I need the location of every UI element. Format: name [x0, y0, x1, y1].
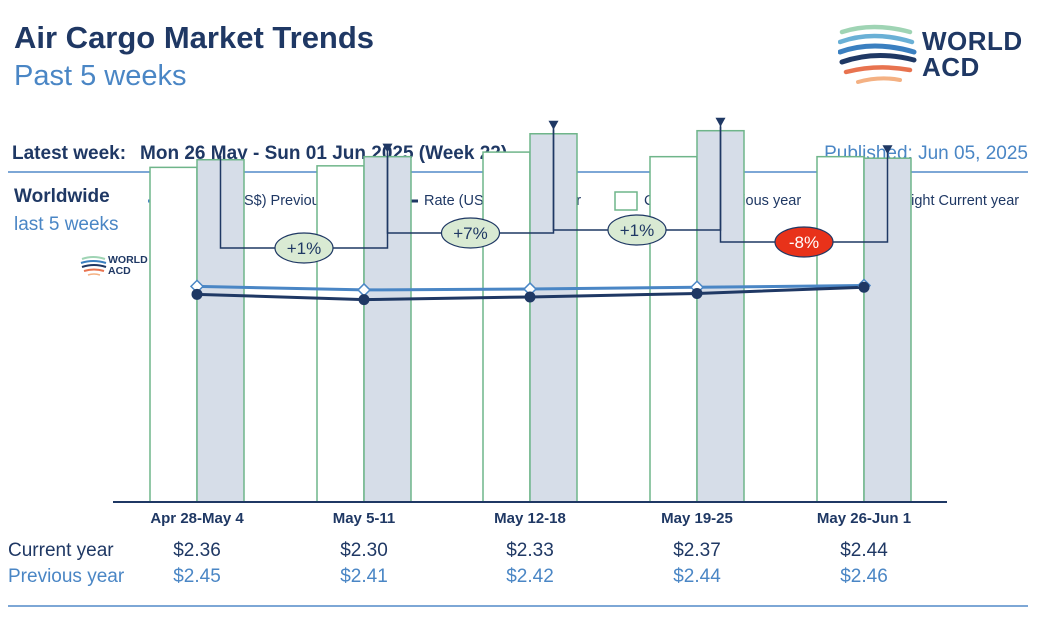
rate-current-year-value: $2.36: [173, 540, 221, 561]
rate-previous-year-value: $2.41: [340, 566, 388, 587]
change-arrowhead-icon: [548, 120, 559, 130]
logo-text-line2: ACD: [922, 52, 980, 82]
point-rate-current-year: [858, 281, 870, 293]
current-year-row-label: Current year: [8, 540, 114, 561]
legend-box-white-icon: [614, 191, 638, 211]
rate-current-year-value: $2.44: [840, 540, 888, 561]
region-name: Worldwide: [14, 186, 110, 207]
rate-current-year-value: $2.33: [506, 540, 554, 561]
change-badge: [607, 214, 667, 246]
rate-previous-year-value: $2.46: [840, 566, 888, 587]
change-badge-label: +7%: [453, 224, 488, 243]
bar-weight-previous-year: [816, 155, 865, 503]
change-badge: [274, 232, 334, 264]
bar-weight-previous-year: [482, 151, 531, 503]
small-logo-line2: ACD: [108, 265, 131, 277]
region-period: last 5 weeks: [14, 214, 119, 235]
change-arrowhead-icon: [382, 143, 393, 153]
point-rate-current-year: [691, 287, 703, 299]
latest-week-label: Latest week:: [12, 143, 127, 164]
change-badge-label: -8%: [789, 233, 819, 252]
change-badge: [440, 217, 501, 249]
change-badge-label: +1%: [620, 221, 655, 240]
world-acd-logo: WORLD ACD: [837, 20, 1033, 92]
x-tick-label: May 12-18: [494, 510, 566, 527]
point-rate-current-year: [191, 288, 203, 300]
change-badge-label: +1%: [287, 239, 322, 258]
rate-previous-year-value: $2.42: [506, 566, 554, 587]
x-tick-label: May 5-11: [332, 510, 396, 527]
bar-weight-previous-year: [649, 155, 698, 503]
x-tick-label: May 26-Jun 1: [816, 510, 912, 527]
rate-previous-year-value: $2.44: [673, 566, 721, 587]
change-badge: [774, 226, 834, 258]
previous-year-row-label: Previous year: [8, 566, 125, 587]
latest-week: Latest week: Mon 26 May - Sun 01 Jun 2025…: [12, 143, 507, 165]
rate-current-year-value: $2.37: [673, 540, 721, 561]
page-title: Air Cargo Market Trends: [14, 20, 375, 55]
bar-weight-previous-year: [149, 166, 198, 503]
small-world-acd-logo: WORLD ACD: [80, 254, 160, 280]
x-tick-label: May 19-25: [661, 510, 733, 527]
point-rate-current-year: [524, 291, 536, 303]
footer-divider: [8, 605, 1028, 607]
logo-swoosh-icon: [837, 24, 917, 84]
small-logo-swoosh-icon: [80, 256, 107, 276]
point-rate-current-year: [358, 294, 370, 306]
rate-current-year-value: $2.30: [340, 540, 388, 561]
change-arrowhead-icon: [715, 117, 726, 127]
bar-weight-previous-year: [316, 165, 365, 503]
logo-text-line1: WORLD: [922, 26, 1023, 56]
x-tick-label: Apr 28-May 4: [150, 510, 244, 527]
small-logo-line1: WORLD: [108, 254, 148, 266]
latest-week-value: Mon 26 May - Sun 01 Jun 2025 (Week 22): [140, 143, 508, 164]
page-subtitle: Past 5 weeks: [14, 60, 187, 92]
change-arrowhead-icon: [882, 145, 893, 155]
rate-previous-year-value: $2.45: [173, 566, 221, 587]
